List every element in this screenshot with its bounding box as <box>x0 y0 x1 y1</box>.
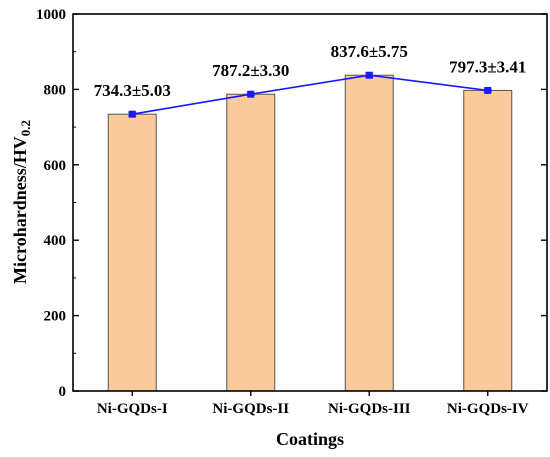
data-point-marker <box>128 110 136 118</box>
x-tick-label: Ni-GQDs-IV <box>447 401 529 417</box>
data-point-marker <box>365 71 373 79</box>
y-tick-label: 600 <box>44 158 67 174</box>
y-axis-title-subscript: 0.2 <box>18 120 33 136</box>
value-labels-group: 734.3±5.03 787.2±3.30 837.6±5.75 797.3±3.41 <box>94 42 527 100</box>
y-axis-title-main: Microhardness/HV <box>10 136 30 284</box>
value-label: 797.3±3.41 <box>449 57 526 76</box>
y-ticks-group: 0 200 400 600 800 1000 <box>36 7 547 400</box>
x-tick-label: Ni-GQDs-I <box>97 401 168 417</box>
bar <box>107 113 157 392</box>
y-tick-label: 0 <box>59 384 67 400</box>
value-label: 734.3±5.03 <box>94 81 171 100</box>
trend-line <box>132 74 488 115</box>
value-label: 787.2±3.30 <box>212 61 289 80</box>
bar <box>226 93 276 392</box>
y-tick-label: 1000 <box>36 7 66 23</box>
trend-line-group <box>128 71 492 118</box>
data-point-marker <box>484 86 492 94</box>
bar <box>344 74 394 392</box>
y-axis-title: Microhardness/HV0.2 <box>10 120 33 284</box>
y-tick-label: 400 <box>44 233 67 249</box>
bar <box>463 89 513 392</box>
value-label: 837.6±5.75 <box>331 42 408 61</box>
x-axis-title: Coatings <box>276 429 344 449</box>
y-tick-label: 200 <box>44 309 67 325</box>
x-tick-label: Ni-GQDs-III <box>328 401 411 417</box>
data-point-marker <box>247 90 255 98</box>
y-tick-label: 800 <box>44 82 67 98</box>
bars-group <box>107 74 513 392</box>
x-tick-label: Ni-GQDs-II <box>212 401 289 417</box>
x-ticks-group: Ni-GQDs-I Ni-GQDs-II Ni-GQDs-III Ni-GQDs-IV <box>97 391 529 417</box>
error-bars-group <box>128 72 492 117</box>
